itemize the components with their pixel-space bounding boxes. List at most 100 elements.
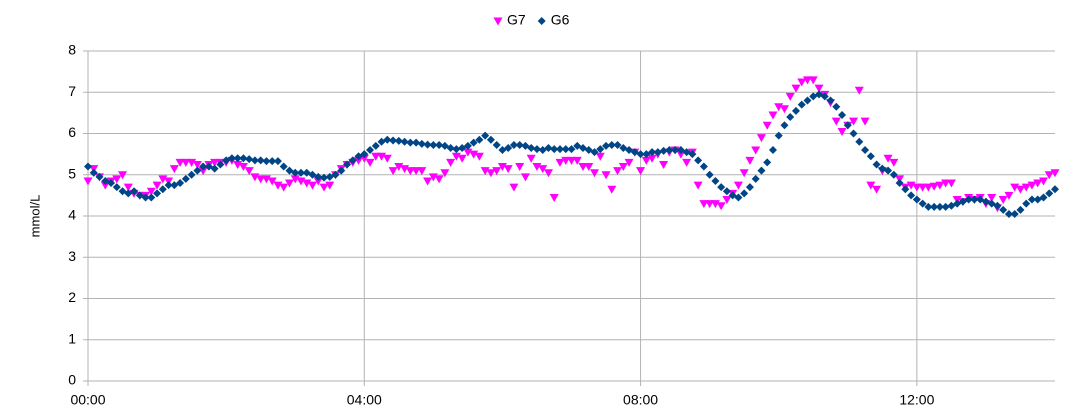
diamond-marker xyxy=(740,189,749,198)
x-tick-label: 00:00 xyxy=(70,392,105,408)
diamond-marker xyxy=(331,170,340,179)
triangle-marker xyxy=(152,181,162,190)
x-tick-label: 12:00 xyxy=(899,392,934,408)
triangle-marker xyxy=(941,179,951,188)
triangle-marker xyxy=(417,167,427,176)
diamond-marker xyxy=(291,168,300,177)
triangle-marker xyxy=(284,179,294,188)
triangle-marker xyxy=(797,78,807,87)
triangle-marker xyxy=(371,152,381,161)
diamond-marker xyxy=(250,156,259,165)
triangle-marker xyxy=(1010,183,1020,192)
diamond-marker xyxy=(918,199,927,208)
triangle-marker xyxy=(739,169,749,178)
diamond-marker xyxy=(181,174,190,183)
triangle-marker xyxy=(451,152,461,161)
triangle-marker xyxy=(118,171,128,180)
diamond-marker xyxy=(216,160,225,169)
diamond-marker xyxy=(371,141,380,150)
diamond-marker xyxy=(889,170,898,179)
diamond-marker xyxy=(774,131,783,140)
triangle-marker xyxy=(497,163,507,171)
triangle-marker xyxy=(532,163,542,171)
triangle-marker xyxy=(290,175,300,184)
triangle-marker xyxy=(1033,179,1043,188)
diamond-marker xyxy=(227,154,236,163)
diamond-marker xyxy=(826,96,835,105)
diamond-marker xyxy=(256,156,265,165)
diamond-marker xyxy=(544,143,553,152)
diamond-marker xyxy=(435,141,444,150)
triangle-marker xyxy=(676,150,686,159)
triangle-marker xyxy=(549,193,559,202)
triangle-marker xyxy=(745,156,755,165)
diamond-marker xyxy=(832,102,841,111)
diamond-marker xyxy=(711,176,720,185)
legend-label: G7 xyxy=(507,12,526,28)
triangle-marker xyxy=(1044,171,1054,180)
diamond-marker xyxy=(273,157,282,166)
diamond-marker xyxy=(855,137,864,146)
triangle-marker xyxy=(238,163,248,171)
series xyxy=(83,76,1060,213)
triangle-marker xyxy=(543,169,553,178)
triangle-marker xyxy=(814,84,824,93)
y-tick-label: 1 xyxy=(68,330,76,346)
diamond-marker xyxy=(343,160,352,169)
diamond-marker xyxy=(348,156,357,165)
triangle-marker xyxy=(831,117,841,126)
triangle-marker xyxy=(578,163,588,171)
diamond-marker xyxy=(504,143,513,152)
y-tick-label: 8 xyxy=(68,42,76,58)
y-tick-label: 4 xyxy=(68,207,76,223)
diamond-marker xyxy=(659,146,668,155)
triangle-marker xyxy=(405,167,415,176)
diamond-marker xyxy=(492,141,501,150)
diamond-marker xyxy=(537,17,546,25)
triangle-marker xyxy=(493,17,503,26)
triangle-marker xyxy=(636,167,646,176)
diamond-marker xyxy=(296,168,305,177)
triangle-marker xyxy=(158,175,168,184)
triangle-marker xyxy=(802,76,812,85)
triangle-marker xyxy=(457,154,467,163)
diamond-marker xyxy=(153,189,162,198)
diamond-marker xyxy=(239,154,248,163)
triangle-marker xyxy=(872,185,882,194)
diamond-marker xyxy=(141,193,150,202)
diamond-marker xyxy=(446,143,455,152)
triangle-marker xyxy=(607,185,617,194)
diamond-marker xyxy=(613,141,622,150)
diamond-marker xyxy=(768,146,777,154)
triangle-marker xyxy=(279,183,289,192)
diamond-marker xyxy=(406,138,415,147)
triangle-marker xyxy=(572,156,582,165)
triangle-marker xyxy=(256,175,266,184)
diamond-marker xyxy=(429,141,438,150)
triangle-marker xyxy=(883,154,893,163)
diamond-marker xyxy=(935,202,944,211)
y-tick-label: 2 xyxy=(68,289,76,305)
triangle-marker xyxy=(261,175,271,184)
triangle-marker xyxy=(946,179,956,188)
triangle-marker xyxy=(123,183,133,192)
triangle-marker xyxy=(325,181,335,190)
triangle-marker xyxy=(935,181,945,190)
diamond-marker xyxy=(999,205,1008,214)
diamond-marker xyxy=(820,92,829,101)
x-tick-label: 04:00 xyxy=(347,392,382,408)
triangle-marker xyxy=(428,173,438,182)
diamond-marker xyxy=(400,137,409,146)
diamond-marker xyxy=(636,150,645,159)
diamond-marker xyxy=(717,183,726,192)
triangle-marker xyxy=(302,179,312,188)
triangle-marker xyxy=(307,181,317,190)
triangle-marker xyxy=(474,152,484,161)
triangle-marker xyxy=(641,156,651,165)
diamond-marker xyxy=(970,195,979,204)
triangle-marker xyxy=(192,160,202,169)
diamond-marker xyxy=(590,148,599,157)
triangle-marker xyxy=(313,177,323,186)
triangle-marker xyxy=(486,169,496,178)
diamond-marker xyxy=(912,195,921,204)
